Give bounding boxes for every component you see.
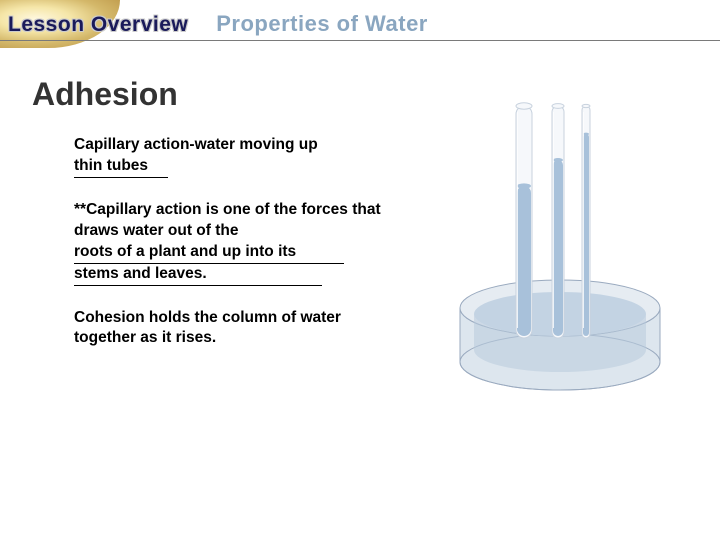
header-underline xyxy=(0,40,720,41)
p1-blank-filled: thin tubes xyxy=(74,156,168,178)
paragraph-3: Cohesion holds the column of water toget… xyxy=(74,308,392,350)
text-column: Capillary action-water moving up thin tu… xyxy=(32,135,392,349)
header-text-row: Lesson Overview Properties of Water xyxy=(0,11,720,37)
p1-lead: Capillary action-water moving up xyxy=(74,136,318,153)
properties-of-water-label: Properties of Water xyxy=(216,11,428,37)
p2-lead: **Capillary action is one of the forces … xyxy=(74,201,381,239)
slide-header: Lesson Overview Properties of Water xyxy=(0,0,720,48)
lesson-overview-label: Lesson Overview xyxy=(8,13,188,37)
paragraph-2: **Capillary action is one of the forces … xyxy=(74,200,392,286)
paragraph-1: Capillary action-water moving up thin tu… xyxy=(74,135,392,178)
capillary-illustration xyxy=(430,100,690,400)
p2-blank1-filled: roots of a plant and up into its xyxy=(74,242,344,264)
p2-blank2-filled: stems and leaves. xyxy=(74,264,322,286)
